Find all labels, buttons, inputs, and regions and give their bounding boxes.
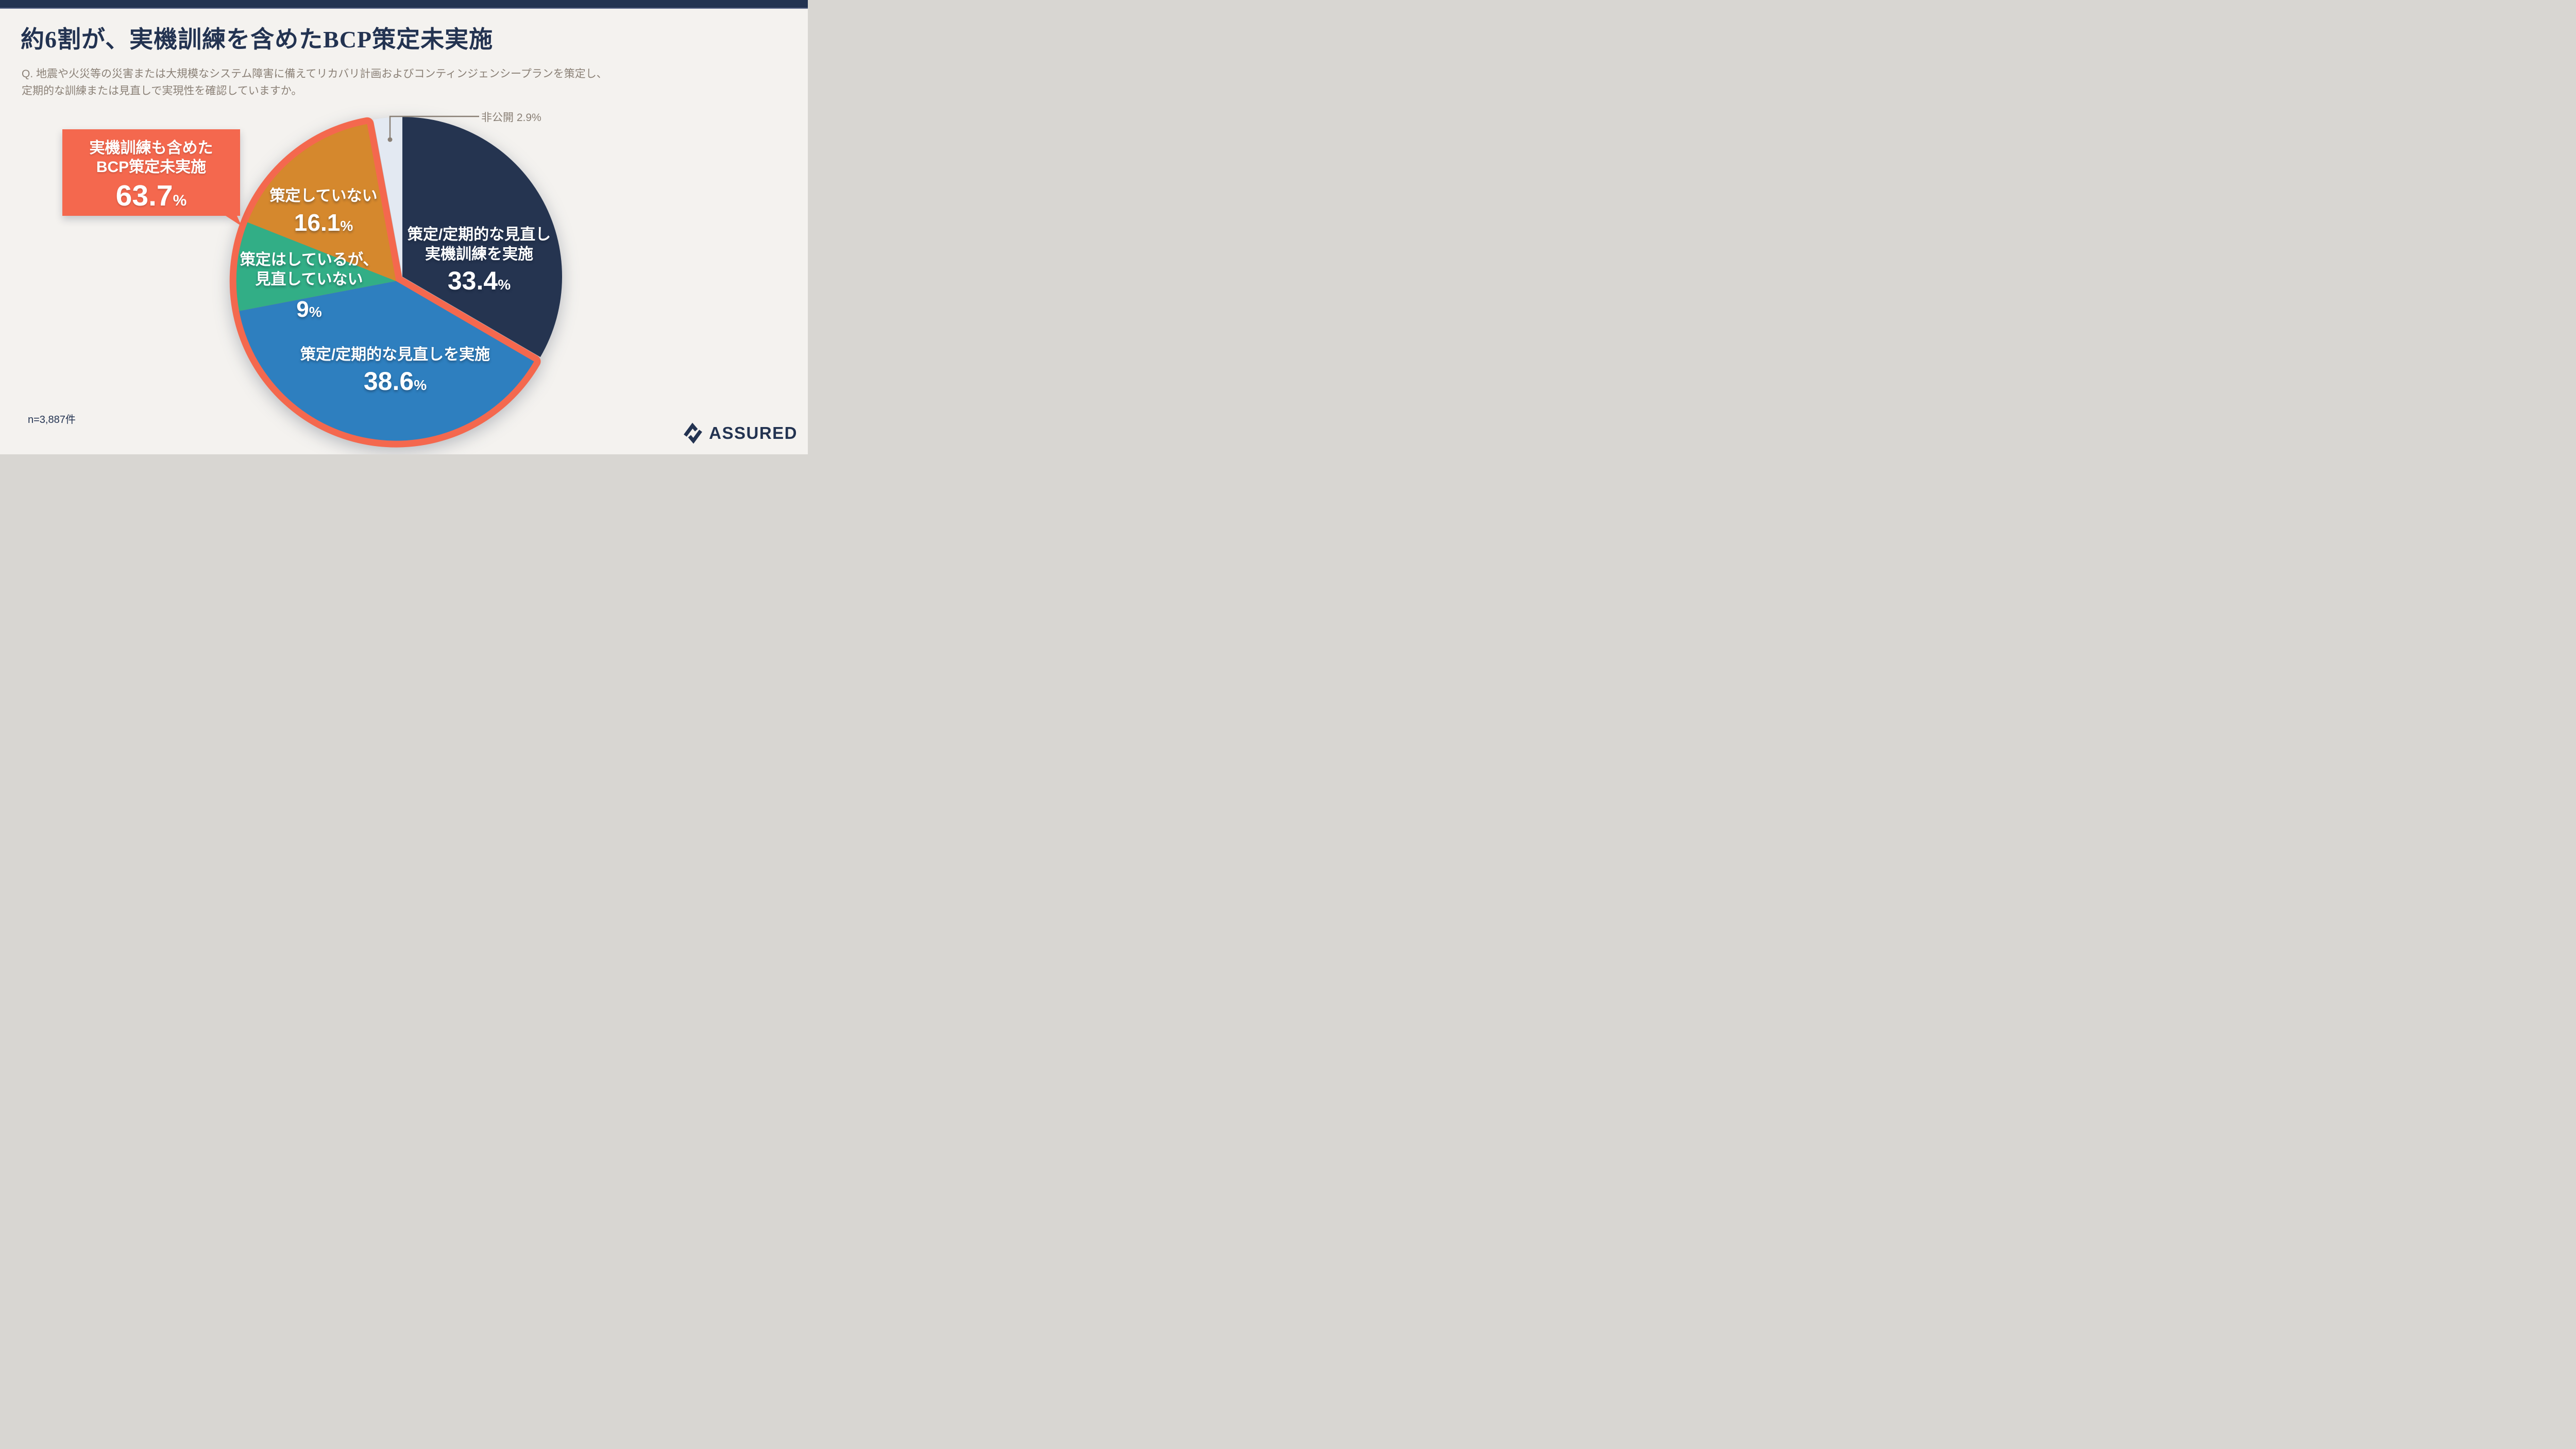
callout-line2: BCP策定未実施 xyxy=(96,159,207,176)
private-slice-name: 非公開 xyxy=(481,112,514,124)
highlighted-slice-group xyxy=(229,117,541,448)
slice-label-orange: 策定していない 16.1% xyxy=(246,186,401,240)
slice-value: 33.4% xyxy=(447,266,511,295)
callout-value: 63.7% xyxy=(115,179,187,212)
callout-tail xyxy=(224,215,242,226)
highlight-callout: 実機訓練も含めた BCP策定未実施 63.7% xyxy=(62,129,242,226)
slice-label-navy: 策定/定期的な見直し 実機訓練を実施 33.4% xyxy=(386,225,572,299)
sample-size: n=3,887件 xyxy=(28,414,76,425)
pie-slice-1 xyxy=(239,281,534,441)
pie-slice-0 xyxy=(402,117,563,357)
slice-name: 策定/定期的な見直し xyxy=(407,226,551,243)
slice-name: 実機訓練を実施 xyxy=(425,246,533,263)
slice-label-blue: 策定/定期的な見直しを実施 38.6% xyxy=(292,345,498,399)
slice-name: 策定/定期的な見直しを実施 xyxy=(300,346,490,363)
slice-value: 16.1% xyxy=(294,209,353,236)
pie-chart-svg xyxy=(229,115,563,448)
top-accent-bar xyxy=(0,0,808,9)
survey-question: Q. 地震や火災等の災害または大規模なシステム障害に備えてリカバリ計画およびコン… xyxy=(22,66,784,99)
pie-slice-2 xyxy=(236,222,396,311)
page-title: 約6割が、実機訓練を含めたBCP策定未実施 xyxy=(21,26,494,53)
pie-slice-3 xyxy=(247,124,396,281)
slice-value: 38.6% xyxy=(363,367,427,396)
slice-value: 9% xyxy=(296,297,322,322)
private-slice-annotation: 非公開 2.9% xyxy=(481,109,541,125)
slice-name: 策定はしているが、 xyxy=(240,251,379,268)
slice-name: 見直していない xyxy=(255,271,363,288)
pie-slice-4 xyxy=(373,117,402,277)
survey-question-line1: Q. 地震や火災等の災害または大規模なシステム障害に備えてリカバリ計画およびコン… xyxy=(22,68,607,80)
survey-question-line2: 定期的な訓練または見直しで実現性を確認していますか。 xyxy=(22,84,302,97)
slice-name: 策定していない xyxy=(269,187,378,204)
private-slice-leader-line xyxy=(387,115,479,142)
pie-chart xyxy=(229,117,563,448)
leader-dot xyxy=(387,137,393,142)
callout-line1: 実機訓練も含めた xyxy=(89,140,213,157)
assured-logo-mark-icon xyxy=(684,422,703,444)
infographic-canvas: 約6割が、実機訓練を含めたBCP策定未実施 Q. 地震や火災等の災害または大規模… xyxy=(0,0,808,454)
assured-logo: ASSURED xyxy=(682,421,798,445)
slice-label-green: 策定はしているが、 見直していない 9% xyxy=(232,250,386,326)
assured-logo-text: ASSURED xyxy=(709,423,798,442)
private-slice-value: 2.9% xyxy=(516,112,541,124)
